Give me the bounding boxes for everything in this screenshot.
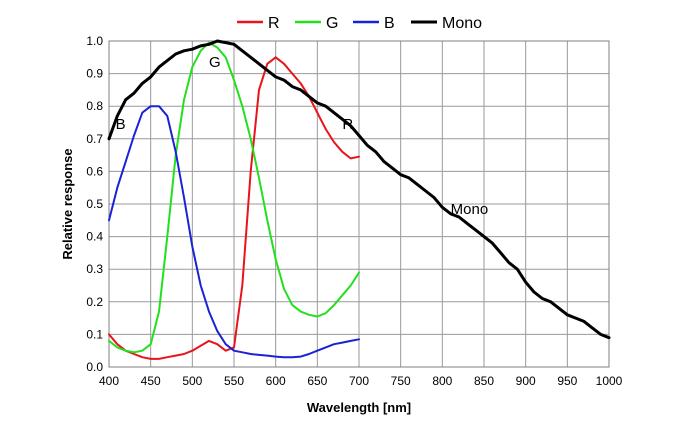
x-tick-label: 450 [141,374,161,388]
x-tick-label: 500 [182,374,202,388]
series-line-b [108,105,360,359]
legend-label-b: B [384,15,395,32]
y-tick-label: 0.0 [86,360,103,374]
y-tick-label: 0.1 [86,327,103,341]
annotation-label: R [342,116,353,133]
annotation-label: G [209,54,221,71]
y-axis-title: Relative response [60,148,75,259]
x-tick-label: 950 [557,374,577,388]
x-tick-label: 600 [266,374,286,388]
annotation-label: Mono [451,201,489,218]
y-tick-label: 0.3 [86,262,103,276]
x-tick-label: 750 [391,374,411,388]
x-axis-ticks: 400 450 500 550 600 650 700 750 800 850 900 950 1000 [99,374,623,388]
grid [108,40,610,368]
x-tick-label: 700 [349,374,369,388]
legend-label-g: G [326,15,338,32]
y-tick-label: 0.5 [86,197,103,211]
y-axis-ticks: 0.0 0.1 0.2 0.3 0.4 0.5 0.6 0.7 0.8 0.9 1.0 [86,34,103,374]
annotations: B G R Mono [116,54,489,218]
y-tick-label: 0.7 [86,132,103,146]
series-layer [107,39,611,360]
series-line-g [108,41,360,354]
series-line-r [108,56,360,360]
annotation-label: B [116,116,126,133]
plot-frame [108,40,610,368]
y-tick-label: 0.8 [86,99,103,113]
legend-label-mono: Mono [442,15,482,32]
x-tick-label: 1000 [596,374,623,388]
x-tick-label: 800 [432,374,452,388]
legend-label-r: R [268,15,280,32]
y-tick-label: 0.4 [86,230,103,244]
x-tick-label: 900 [516,374,536,388]
x-axis-title: Wavelength [nm] [307,400,411,415]
y-tick-label: 1.0 [86,34,103,48]
x-tick-label: 400 [99,374,119,388]
y-tick-label: 0.6 [86,164,103,178]
x-tick-label: 850 [474,374,494,388]
y-tick-label: 0.2 [86,295,103,309]
x-tick-label: 650 [307,374,327,388]
legend: R G B Mono [237,15,482,32]
series-line-mono [107,39,611,340]
y-tick-label: 0.9 [86,67,103,81]
x-tick-label: 550 [224,374,244,388]
